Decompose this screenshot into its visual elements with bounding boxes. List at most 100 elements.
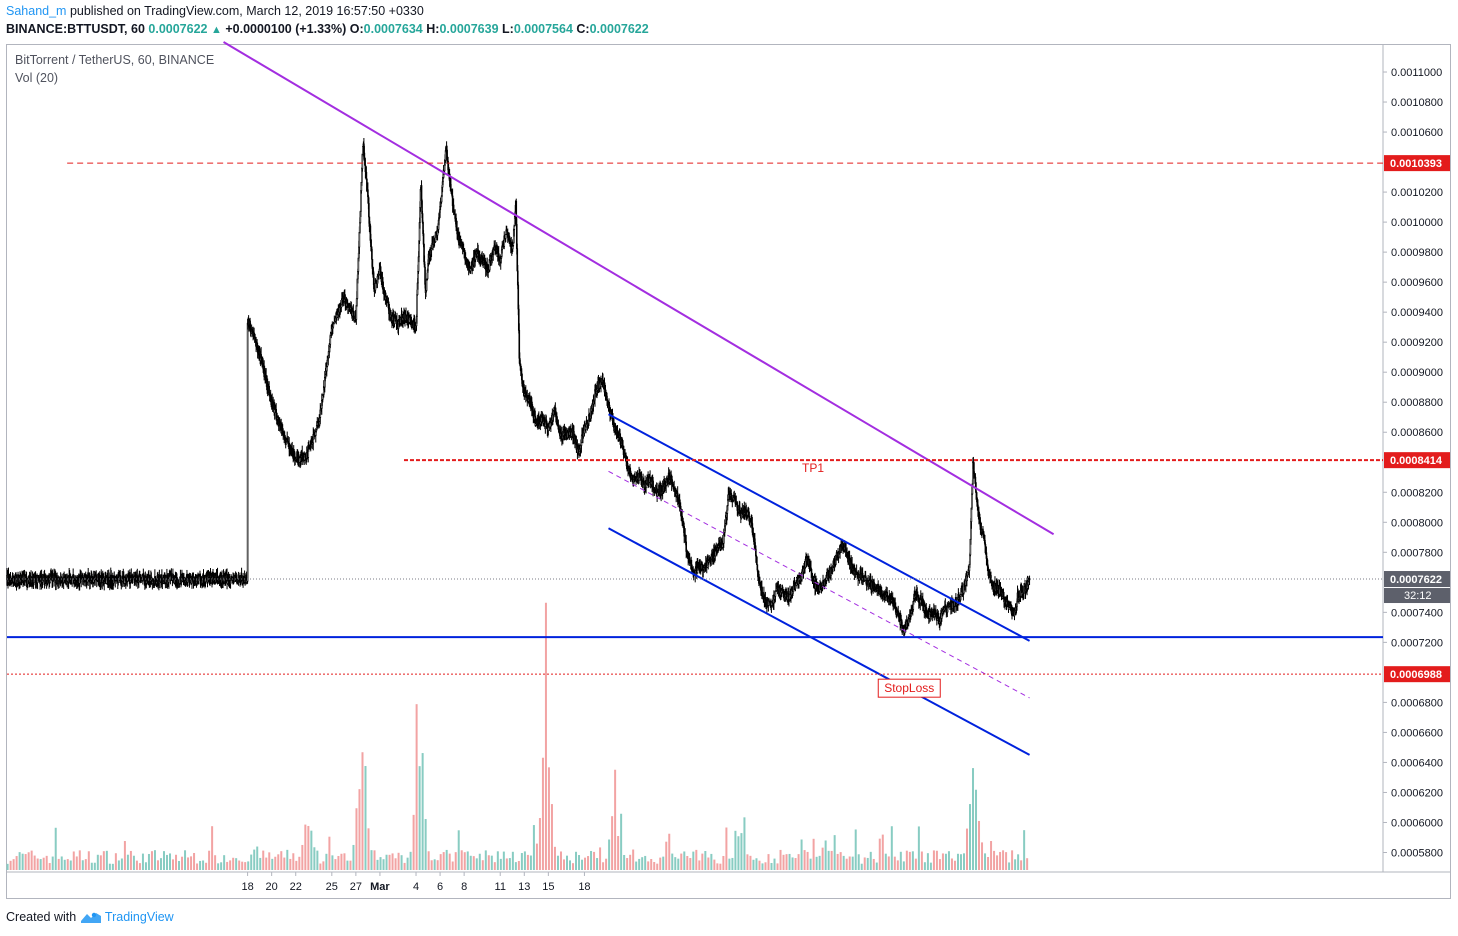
- price-tick-label: 0.0008000: [1391, 517, 1443, 529]
- volume-bar: [39, 859, 42, 870]
- volume-bar: [187, 857, 190, 870]
- volume-bar: [749, 855, 752, 870]
- candle-body: [152, 579, 155, 583]
- volume-bar: [346, 860, 349, 870]
- channel-upper-line[interactable]: [608, 413, 1031, 642]
- volume-bar: [755, 858, 758, 870]
- volume-bar: [728, 858, 731, 870]
- volume-bar: [890, 826, 893, 870]
- volume-bar: [208, 850, 211, 870]
- candle-body: [371, 248, 373, 260]
- volume-bar: [193, 852, 196, 870]
- volume-bar: [956, 853, 959, 870]
- volume-bar: [854, 829, 857, 870]
- volume-bar: [887, 856, 890, 870]
- volume-bar: [962, 853, 965, 870]
- author-link[interactable]: Sahand_m: [6, 4, 67, 18]
- price-tick-label: 0.0009200: [1391, 337, 1443, 349]
- tradingview-brand[interactable]: TradingView: [104, 910, 174, 924]
- volume-bar: [547, 767, 550, 870]
- candle-body: [585, 426, 587, 430]
- volume-bar: [448, 853, 451, 870]
- level-price-tag: [1384, 155, 1450, 172]
- candle-body: [359, 222, 361, 233]
- volume-bar: [424, 819, 427, 870]
- candle-body: [756, 564, 759, 571]
- volume-bar: [550, 804, 553, 870]
- open-label: O:: [349, 22, 364, 36]
- volume-bar: [514, 862, 517, 870]
- current-price: 0.0007622: [148, 22, 208, 36]
- volume-bar: [244, 862, 247, 870]
- volume-bar: [773, 858, 776, 870]
- volume-bar: [280, 851, 283, 870]
- volume-bar: [647, 861, 650, 870]
- price-tick-label: 0.0005800: [1391, 847, 1443, 859]
- volume-bar: [199, 860, 202, 870]
- volume-bar: [376, 859, 379, 870]
- volume-bar: [250, 854, 253, 870]
- countdown-tag: [1384, 588, 1450, 604]
- volume-bar: [972, 768, 975, 870]
- high-value: 0.0007639: [439, 22, 499, 36]
- volume-bar: [803, 850, 806, 870]
- volume-bar: [162, 851, 165, 870]
- volume-bar: [593, 851, 596, 870]
- volume-bar: [235, 858, 238, 870]
- candle-body: [971, 493, 973, 509]
- volume-bar: [265, 857, 268, 870]
- volume-bar: [220, 862, 223, 870]
- volume-bar: [129, 850, 132, 870]
- volume-bar: [830, 850, 833, 870]
- volume-bar: [764, 862, 767, 870]
- volume-bar: [707, 857, 710, 870]
- volume-bar: [478, 853, 481, 870]
- volume-bar: [683, 851, 686, 870]
- symbol-name: BINANCE:BTTUSDT, 60: [6, 22, 145, 36]
- volume-bar: [262, 850, 265, 870]
- volume-bar: [409, 851, 412, 870]
- volume-bar: [172, 859, 175, 870]
- volume-bar: [800, 839, 803, 870]
- volume-bar: [319, 863, 322, 870]
- volume-bar: [569, 860, 572, 870]
- volume-bar: [102, 851, 105, 870]
- volume-bar: [818, 855, 821, 870]
- time-tick-label: 11: [495, 881, 506, 893]
- stoploss-label: StopLoss: [884, 681, 934, 695]
- price-tick-label: 0.0009600: [1391, 277, 1443, 289]
- candle-body: [416, 294, 418, 317]
- time-tick-label: 4: [413, 881, 419, 893]
- candle-body: [361, 154, 364, 169]
- volume-bar: [523, 851, 526, 870]
- volume-bar: [90, 862, 93, 870]
- candle-body: [390, 312, 392, 316]
- volume-bar: [914, 858, 917, 870]
- channel-lower-line[interactable]: [608, 527, 1031, 756]
- volume-bar: [322, 861, 325, 870]
- descending-trendline[interactable]: [223, 41, 1055, 536]
- volume-bar: [36, 858, 39, 870]
- candle-body: [355, 305, 358, 320]
- volume-bar: [150, 851, 153, 870]
- volume-bar: [60, 856, 63, 870]
- volume-bar: [532, 825, 535, 870]
- volume-bar: [1011, 850, 1014, 870]
- volume-bar: [256, 846, 259, 870]
- volume-bar: [316, 850, 319, 870]
- volume-bar: [328, 836, 331, 870]
- volume-bar: [433, 859, 436, 870]
- volume-bar: [860, 863, 863, 870]
- volume-bar: [575, 851, 578, 870]
- volume-bar: [484, 850, 487, 870]
- chart-title: BitTorrent / TetherUS, 60, BINANCE: [15, 53, 214, 67]
- volume-bar: [713, 859, 716, 870]
- volume-bar: [996, 855, 999, 870]
- volume-bar: [397, 852, 400, 870]
- volume-bar: [917, 826, 920, 870]
- channel-mid-line[interactable]: [608, 470, 1030, 699]
- volume-bar: [21, 853, 24, 870]
- volume-bar: [932, 850, 935, 870]
- volume-bar: [349, 860, 352, 870]
